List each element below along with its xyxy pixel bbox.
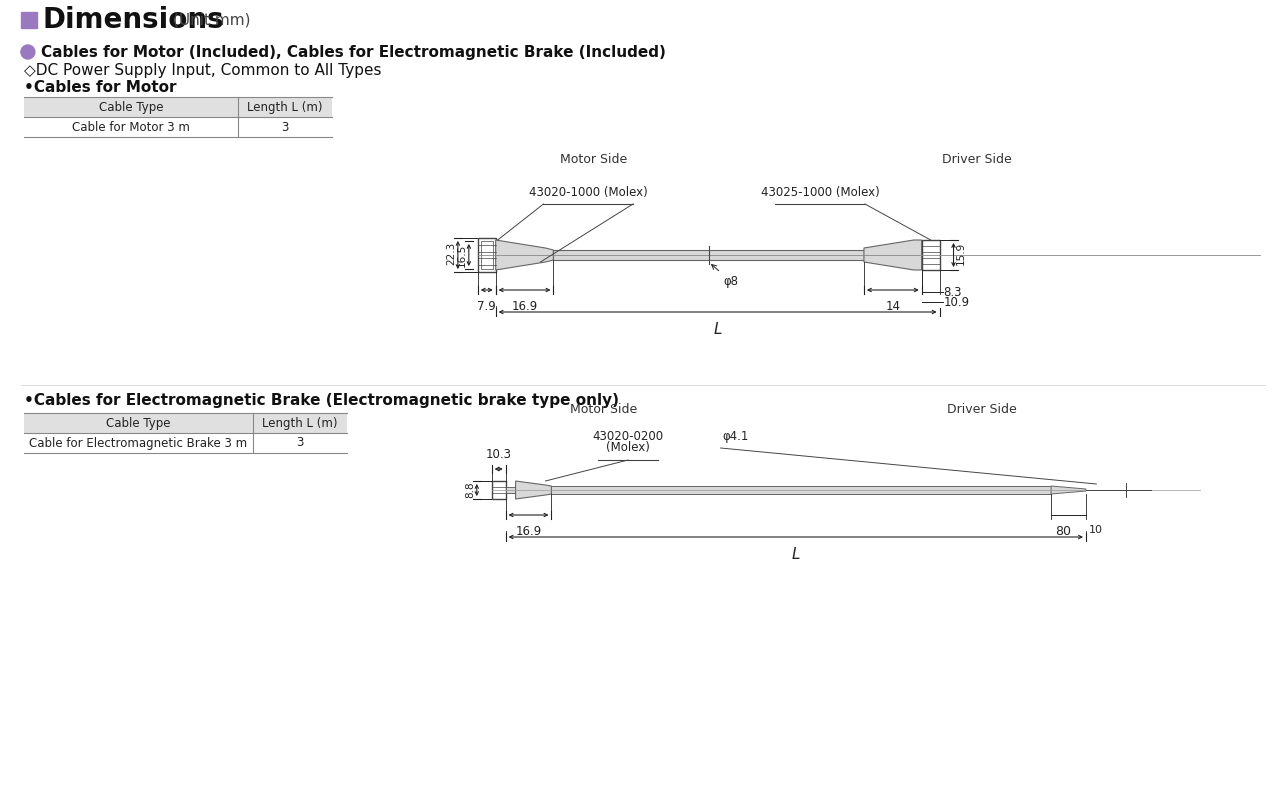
- Text: 43020-1000 (Molex): 43020-1000 (Molex): [529, 186, 648, 199]
- Text: 43020-0200: 43020-0200: [593, 430, 663, 443]
- Polygon shape: [1051, 486, 1085, 494]
- Text: φ4.1: φ4.1: [723, 430, 749, 443]
- Text: Cables for Motor (Included), Cables for Electromagnetic Brake (Included): Cables for Motor (Included), Cables for …: [41, 45, 666, 60]
- Text: Cable for Motor 3 m: Cable for Motor 3 m: [72, 121, 189, 134]
- Text: (Molex): (Molex): [607, 441, 650, 454]
- Bar: [477, 238, 495, 272]
- Bar: [922, 240, 940, 270]
- Text: Motor Side: Motor Side: [570, 403, 637, 416]
- Bar: [552, 486, 1051, 494]
- Text: Cable Type: Cable Type: [99, 100, 163, 114]
- Text: 10.9: 10.9: [943, 296, 970, 308]
- Bar: [24, 117, 238, 137]
- Polygon shape: [495, 240, 553, 270]
- Text: 43025-1000 (Molex): 43025-1000 (Molex): [760, 186, 879, 199]
- Text: Motor Side: Motor Side: [559, 153, 627, 166]
- Text: 16.5: 16.5: [457, 243, 467, 266]
- Text: •Cables for Motor: •Cables for Motor: [24, 80, 177, 95]
- Text: 22.3: 22.3: [445, 242, 456, 265]
- Text: φ8: φ8: [712, 265, 739, 288]
- Text: Cable for Electromagnetic Brake 3 m: Cable for Electromagnetic Brake 3 m: [29, 436, 247, 449]
- Bar: [492, 481, 506, 499]
- Text: L: L: [713, 322, 722, 337]
- Polygon shape: [516, 481, 552, 499]
- Bar: [20, 12, 37, 28]
- Bar: [553, 250, 864, 260]
- Text: Dimensions: Dimensions: [42, 6, 224, 34]
- Text: •Cables for Electromagnetic Brake (Electromagnetic brake type only): •Cables for Electromagnetic Brake (Elect…: [24, 393, 620, 408]
- Text: 14: 14: [886, 300, 900, 313]
- Text: 10: 10: [1089, 525, 1103, 535]
- Text: L: L: [791, 547, 800, 562]
- Bar: [253, 433, 347, 453]
- Bar: [24, 97, 238, 117]
- Bar: [24, 433, 253, 453]
- Text: 8.8: 8.8: [465, 482, 475, 498]
- Polygon shape: [864, 240, 922, 270]
- Text: Driver Side: Driver Side: [946, 403, 1016, 416]
- Bar: [506, 487, 516, 493]
- Text: Cable Type: Cable Type: [106, 417, 170, 429]
- Text: 16.9: 16.9: [516, 525, 541, 538]
- Text: (Unit mm): (Unit mm): [173, 13, 251, 28]
- Text: Length L (m): Length L (m): [247, 100, 323, 114]
- Text: 10.3: 10.3: [485, 448, 512, 461]
- Bar: [253, 413, 347, 433]
- Text: 8.3: 8.3: [943, 285, 963, 298]
- Text: 3: 3: [297, 436, 303, 449]
- Text: 16.9: 16.9: [512, 300, 538, 313]
- Circle shape: [20, 45, 35, 59]
- Text: Length L (m): Length L (m): [262, 417, 338, 429]
- Text: 3: 3: [282, 121, 289, 134]
- Text: ◇DC Power Supply Input, Common to All Types: ◇DC Power Supply Input, Common to All Ty…: [24, 63, 381, 77]
- Bar: [238, 97, 333, 117]
- Text: 15.9: 15.9: [956, 242, 965, 265]
- Bar: [238, 117, 333, 137]
- Text: 80: 80: [1055, 525, 1071, 538]
- Bar: [24, 413, 253, 433]
- Text: Driver Side: Driver Side: [942, 153, 1011, 166]
- Text: 7.9: 7.9: [477, 300, 497, 313]
- Bar: [481, 241, 493, 269]
